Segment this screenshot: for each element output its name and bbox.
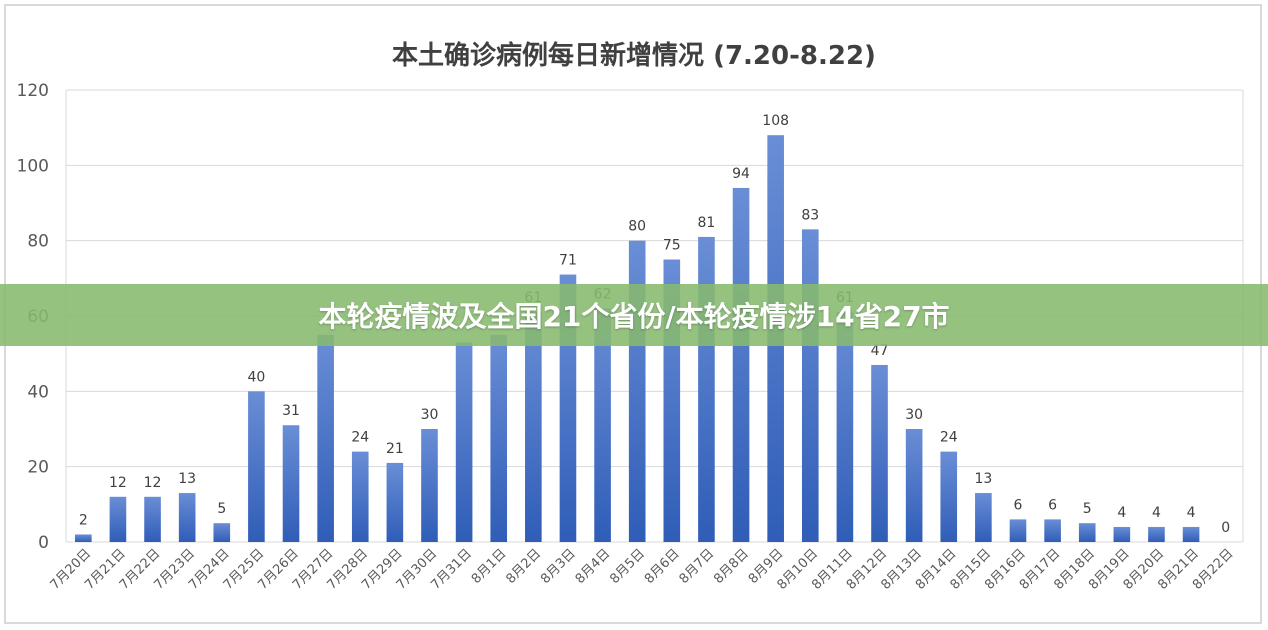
data-label: 13 — [178, 471, 196, 487]
bar — [178, 493, 196, 542]
y-tick-label: 100 — [17, 156, 49, 176]
bar — [248, 391, 265, 542]
data-label: 5 — [217, 501, 226, 517]
bar — [490, 334, 508, 542]
bar — [1044, 519, 1061, 542]
data-label: 13 — [974, 471, 992, 487]
data-label: 75 — [663, 238, 681, 254]
bar — [317, 334, 334, 542]
bar — [1009, 519, 1027, 542]
x-tick-label: 8月3日 — [538, 546, 579, 587]
y-tick-label: 80 — [27, 232, 49, 252]
bar — [421, 429, 438, 542]
data-label: 31 — [282, 403, 300, 419]
data-label: 4 — [1187, 505, 1196, 521]
y-axis-ticks: 020406080100120 — [17, 81, 49, 553]
bar — [282, 425, 300, 542]
bar — [732, 187, 750, 542]
data-label: 12 — [109, 475, 127, 491]
bar — [1148, 526, 1165, 542]
data-label: 108 — [762, 113, 789, 129]
data-label: 5 — [1083, 501, 1092, 517]
bar — [594, 308, 611, 542]
x-tick-label: 8月8日 — [711, 546, 752, 587]
bar — [213, 523, 231, 542]
data-label: 81 — [698, 215, 716, 231]
data-label: 24 — [351, 430, 369, 446]
x-tick-label: 8月6日 — [642, 546, 683, 587]
data-label: 0 — [1221, 520, 1230, 536]
bar — [455, 342, 473, 542]
data-label: 6 — [1014, 497, 1023, 513]
bar — [75, 534, 92, 542]
headline-banner: 本轮疫情波及全国21个省份/本轮疫情涉14省27市 — [0, 284, 1268, 346]
data-label: 94 — [732, 166, 750, 182]
data-label: 4 — [1117, 505, 1126, 521]
data-label: 4 — [1152, 505, 1161, 521]
data-label: 12 — [144, 475, 162, 491]
x-axis-ticks: 7月20日7月21日7月22日7月23日7月24日7月25日7月26日7月27日… — [48, 546, 1237, 593]
bar — [905, 429, 923, 542]
y-tick-label: 40 — [27, 382, 49, 402]
bar — [836, 312, 854, 542]
data-label: 47 — [871, 343, 889, 359]
data-label: 24 — [940, 430, 958, 446]
bar — [144, 496, 161, 542]
data-label: 2 — [79, 512, 88, 528]
data-label: 6 — [1048, 497, 1057, 513]
headline-text: 本轮疫情波及全国21个省份/本轮疫情涉14省27市 — [318, 300, 950, 333]
bar — [1113, 526, 1131, 542]
data-label: 30 — [421, 407, 439, 423]
bar — [1078, 523, 1096, 542]
x-tick-label: 8月5日 — [607, 546, 648, 587]
y-tick-label: 0 — [38, 533, 49, 553]
x-tick-label: 8月7日 — [677, 546, 718, 587]
data-label: 80 — [628, 219, 646, 235]
data-label: 40 — [247, 369, 265, 385]
x-tick-label: 8月2日 — [503, 546, 544, 587]
y-tick-label: 20 — [27, 458, 49, 478]
bar — [871, 364, 888, 542]
bar — [386, 462, 404, 542]
chart-title: 本土确诊病例每日新增情况 (7.20-8.22) — [392, 40, 876, 71]
bar — [975, 493, 992, 542]
bar — [109, 496, 127, 542]
bar — [698, 236, 715, 542]
data-label: 83 — [801, 207, 819, 223]
bar — [351, 451, 369, 542]
data-label: 21 — [386, 441, 404, 457]
x-tick-label: 8月4日 — [573, 546, 614, 587]
y-tick-label: 120 — [17, 81, 49, 101]
data-label: 71 — [559, 253, 577, 269]
bar — [940, 451, 958, 542]
x-tick-label: 8月1日 — [469, 546, 510, 587]
bar — [525, 312, 542, 542]
data-label: 30 — [905, 407, 923, 423]
bar — [801, 229, 819, 542]
bar — [1182, 526, 1200, 542]
